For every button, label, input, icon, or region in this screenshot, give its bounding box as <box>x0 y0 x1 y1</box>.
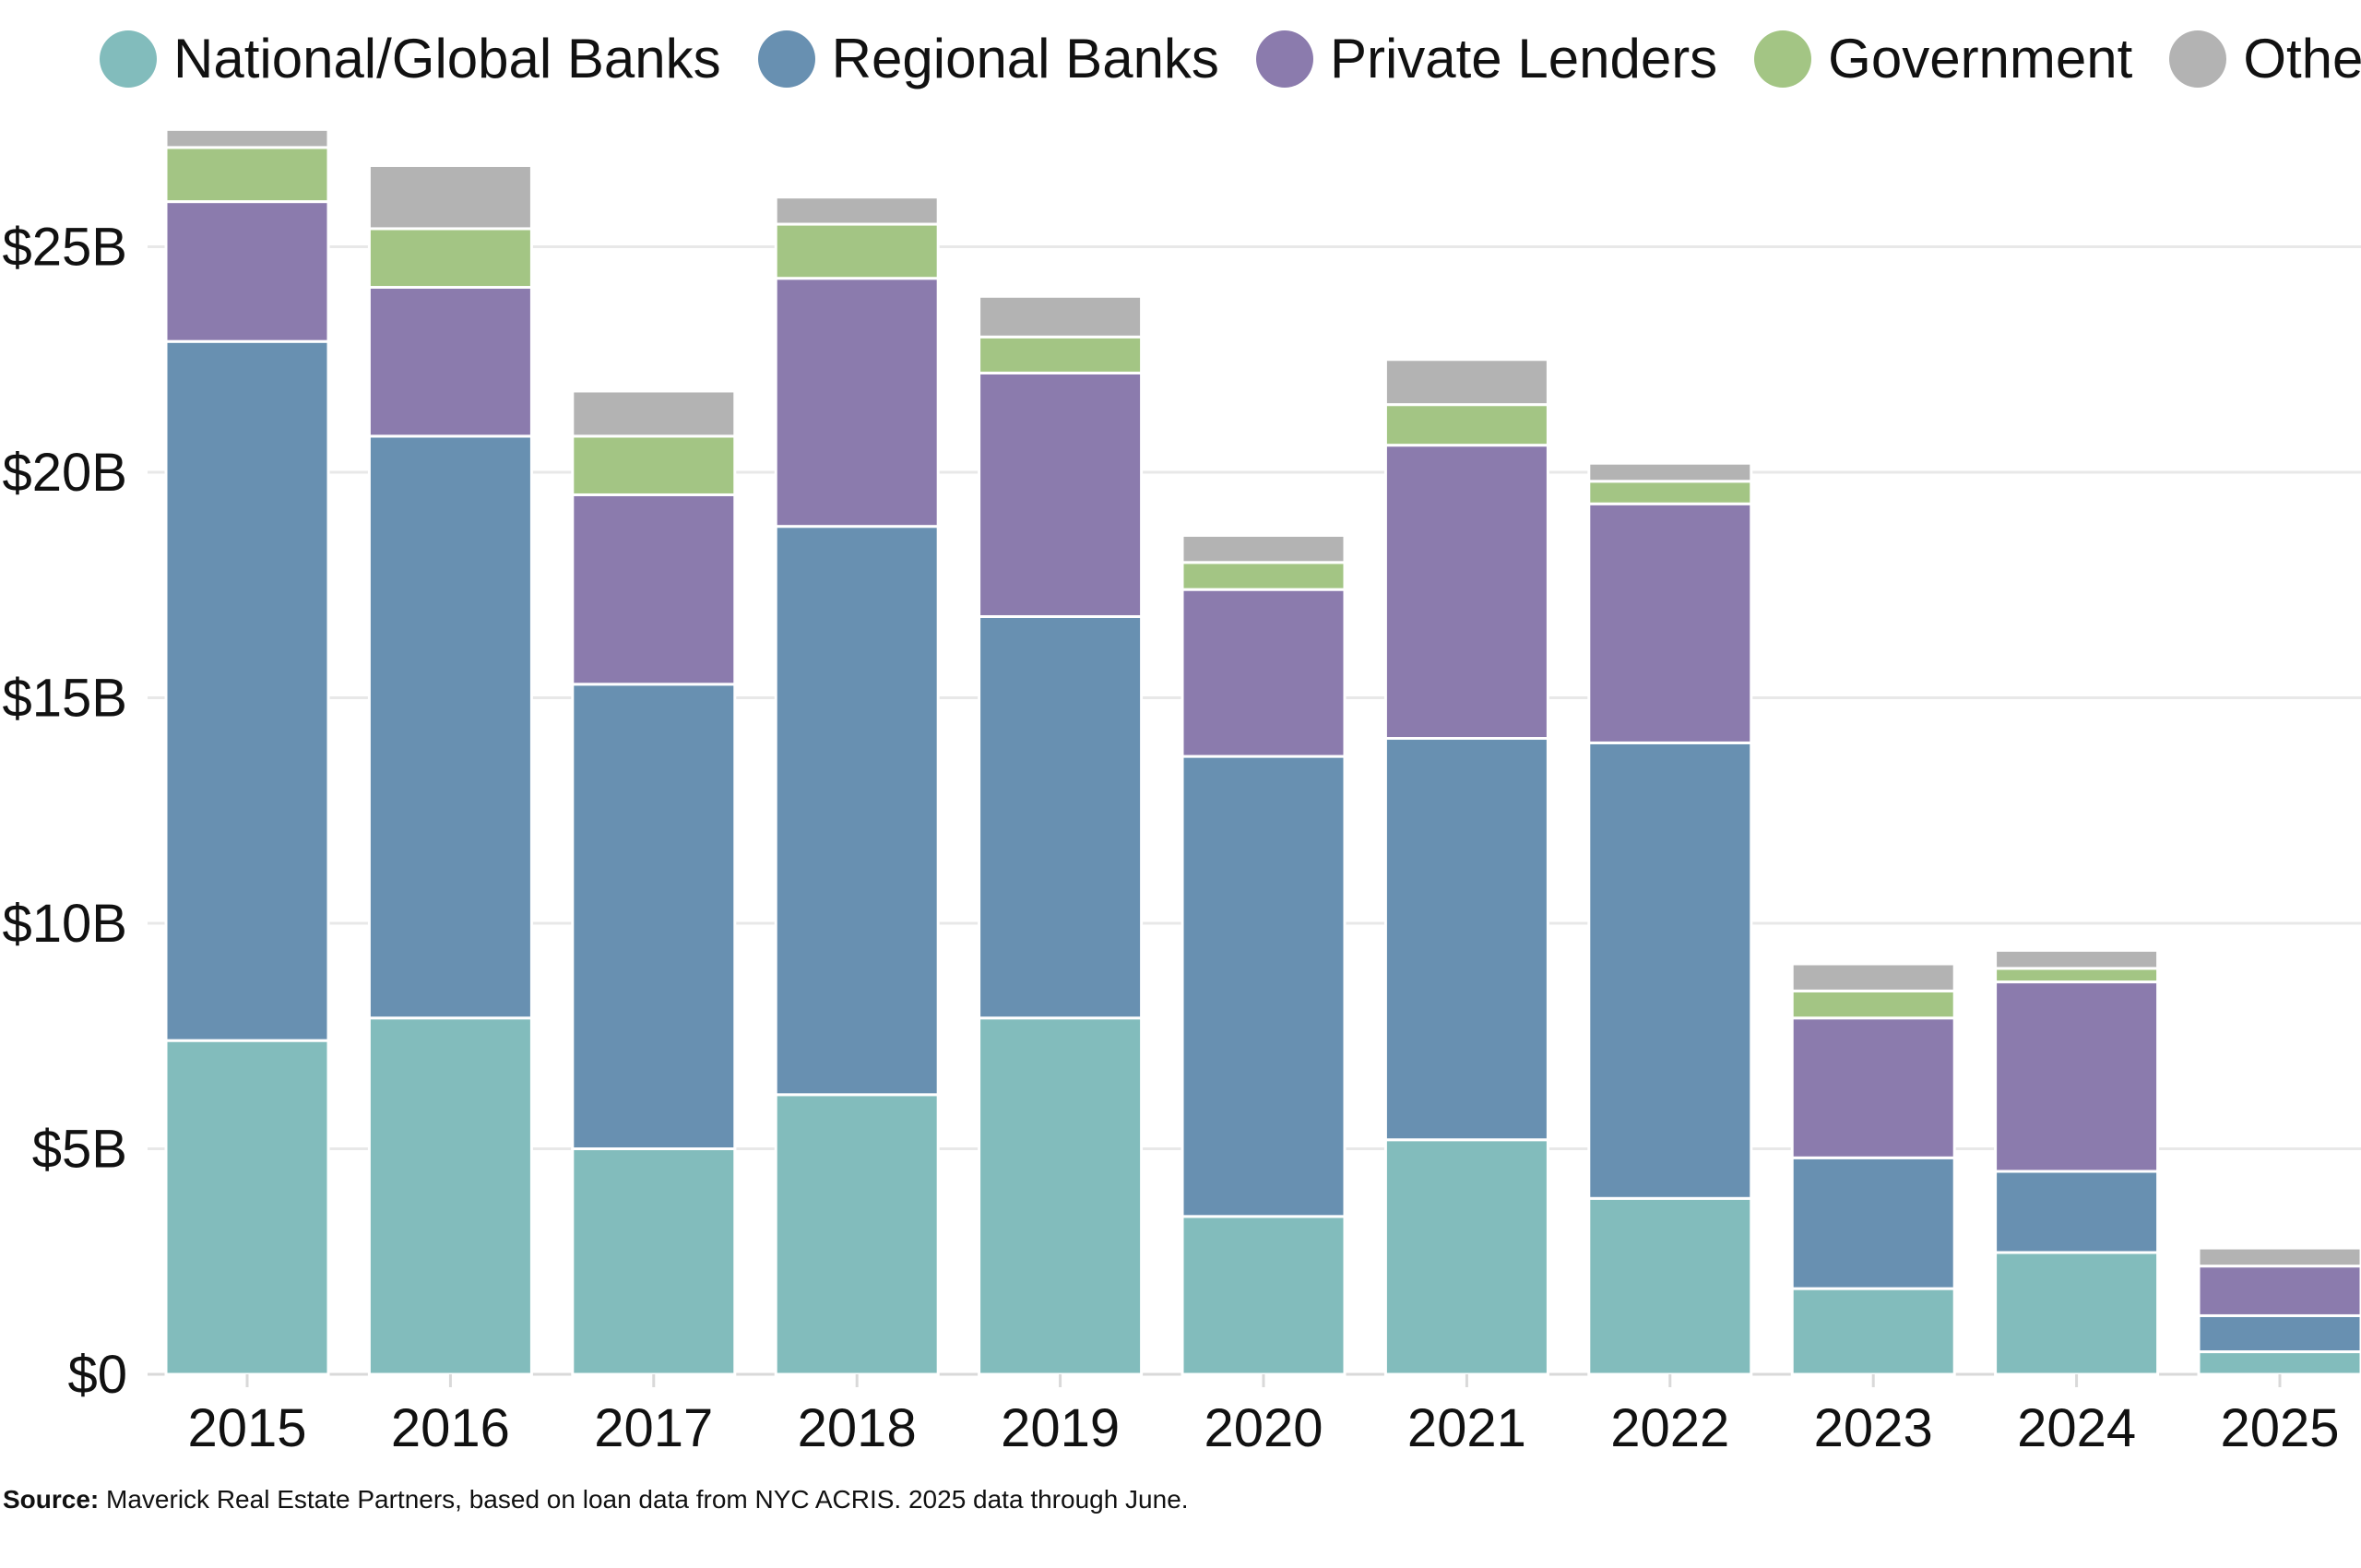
bar-segment <box>1587 502 1753 744</box>
bar-segment <box>571 1147 737 1376</box>
bar-segment <box>1383 403 1549 447</box>
legend-label: National/Global Banks <box>173 28 721 89</box>
bar-segment <box>2197 1265 2361 1317</box>
bars <box>164 127 2361 1376</box>
legend-item: Regional Banks <box>757 28 1219 89</box>
bar-segment <box>774 196 940 226</box>
bar-segment <box>1790 1016 1956 1159</box>
bar-segment <box>367 1016 533 1376</box>
bar-segment <box>774 1093 940 1376</box>
legend-swatch <box>1255 30 1313 88</box>
y-tick-label: $15B <box>3 669 127 729</box>
bar-segment <box>571 493 737 686</box>
bar-segment <box>1180 754 1347 1218</box>
x-tick-label: 2019 <box>1001 1398 1120 1458</box>
x-tick-label: 2015 <box>187 1398 306 1458</box>
bar-segment <box>1994 980 2160 1173</box>
legend-item: Private Lenders <box>1255 28 1718 89</box>
bar-segment <box>978 614 1144 1020</box>
x-tick-label: 2024 <box>2017 1398 2136 1458</box>
legend-label: Other <box>2243 28 2361 89</box>
legend-item: Other <box>2169 30 2361 88</box>
source-note: Source: Maverick Real Estate Partners, b… <box>3 1485 1189 1515</box>
y-tick-label: $5B <box>32 1120 127 1180</box>
y-tick-label: $25B <box>3 218 127 278</box>
legend-swatch <box>2169 30 2227 88</box>
y-tick-label: $10B <box>3 894 127 954</box>
x-tick-label: 2025 <box>2220 1398 2339 1458</box>
bar-segment <box>164 146 330 204</box>
legend-item: National/Global Banks <box>100 30 721 88</box>
bar-segment <box>1587 741 1753 1200</box>
source-text: Maverick Real Estate Partners, based on … <box>106 1485 1189 1514</box>
bar-segment <box>1180 588 1347 758</box>
bar-segment <box>1994 1170 2160 1254</box>
bar-segment <box>1587 1196 1753 1376</box>
x-axis: 2015 2016 2017 2018 2019 2020 2021 2022 2023 2024… <box>187 1374 2340 1458</box>
bar-segment <box>774 277 940 529</box>
x-tick-label: 2022 <box>1610 1398 1729 1458</box>
legend-swatch <box>100 30 157 88</box>
bar-segment <box>367 434 533 1020</box>
bar-segment <box>1587 461 1753 483</box>
legend-swatch <box>1754 30 1812 88</box>
bar-segment <box>1383 444 1549 741</box>
bar-segment <box>1790 1156 1956 1290</box>
x-tick-label: 2023 <box>1814 1398 1933 1458</box>
source-label: Source: <box>3 1485 100 1514</box>
bar-segment <box>1994 1251 2160 1376</box>
bar-segment <box>571 434 737 496</box>
bar-segment <box>367 163 533 231</box>
bar-segment <box>978 294 1144 339</box>
bar-segment <box>1994 967 2160 984</box>
y-tick-label: $0 <box>67 1345 127 1405</box>
y-tick-label: $20B <box>3 443 127 503</box>
x-tick-label: 2020 <box>1204 1398 1323 1458</box>
bar-segment <box>1790 989 1956 1020</box>
bar-segment <box>1180 1215 1347 1376</box>
legend-label: Government <box>1828 28 2133 89</box>
x-tick-label: 2016 <box>391 1398 510 1458</box>
bar-segment <box>571 389 737 438</box>
bar-segment <box>2197 1246 2361 1268</box>
bar-segment <box>978 335 1144 374</box>
bar-segment <box>164 200 330 343</box>
bar-segment <box>164 1039 330 1376</box>
x-tick-label: 2018 <box>798 1398 917 1458</box>
bar-segment <box>774 525 940 1097</box>
chart-legend: National/Global Banks Regional Banks Priva… <box>100 22 2361 96</box>
bar-segment <box>1383 358 1549 407</box>
bar-segment <box>1180 561 1347 591</box>
bar-segment <box>978 1016 1144 1376</box>
bar-segment <box>1790 962 1956 992</box>
legend-swatch <box>757 30 815 88</box>
bar-segment <box>367 286 533 438</box>
bar-segment <box>2197 1350 2361 1376</box>
bar-segment <box>1180 533 1347 564</box>
x-tick-label: 2017 <box>594 1398 713 1458</box>
bar-segment <box>1994 948 2160 970</box>
bar-segment <box>164 339 330 1042</box>
bar-segment <box>1587 480 1753 505</box>
bar-segment <box>2197 1313 2361 1354</box>
bar-segment <box>367 227 533 290</box>
legend-label: Regional Banks <box>831 28 1219 89</box>
bar-segment <box>1383 1138 1549 1376</box>
bar-segment <box>774 222 940 280</box>
x-tick-label: 2021 <box>1407 1398 1526 1458</box>
bar-segment <box>978 371 1144 618</box>
bar-segment <box>571 683 737 1151</box>
bar-segment <box>164 127 330 149</box>
legend-label: Private Lenders <box>1329 28 1718 89</box>
bar-segment <box>1383 737 1549 1142</box>
legend-item: Government <box>1754 30 2132 88</box>
bar-segment <box>1790 1287 1956 1376</box>
y-axis: $0 $5B $10B $15B $20B $25B <box>3 218 127 1406</box>
